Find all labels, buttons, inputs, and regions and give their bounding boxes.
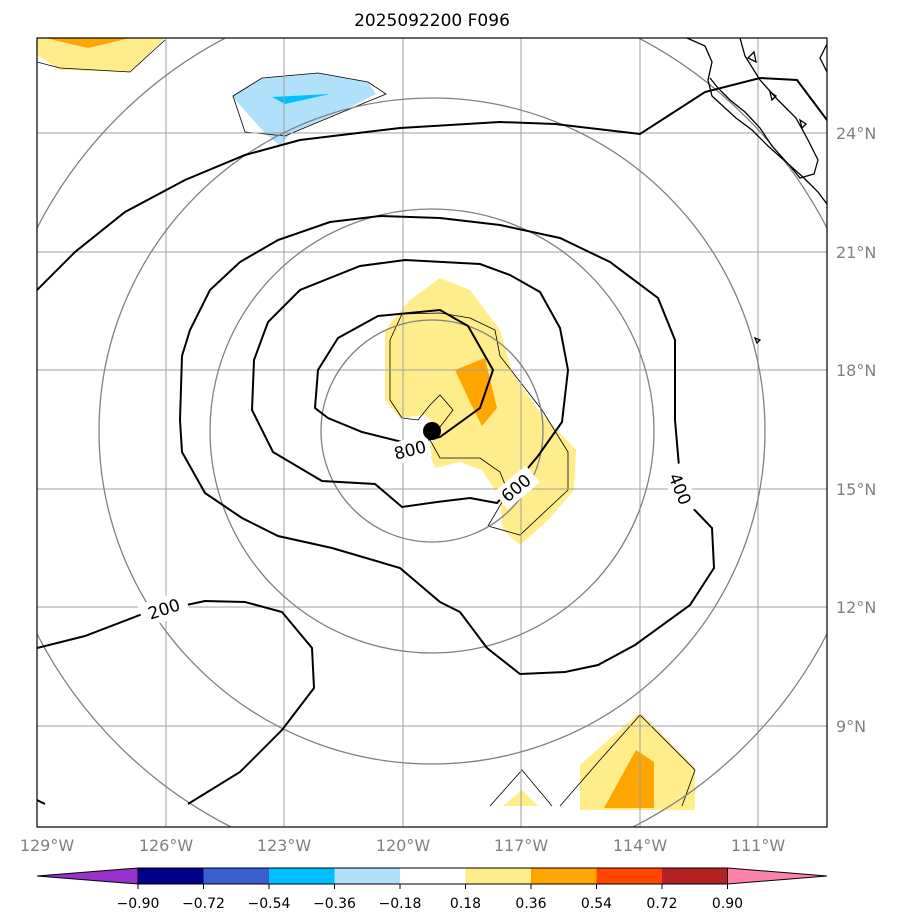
lon-tick-123w: 123°W xyxy=(257,836,312,855)
range-rings xyxy=(37,38,827,827)
contour-200-southwest xyxy=(37,799,46,805)
lat-tick-labels: 24°N 21°N 18°N 15°N 12°N 9°N xyxy=(836,124,876,736)
colorbar-bin-6 xyxy=(465,868,531,884)
lon-tick-labels: 129°W 126°W 123°W 120°W 117°W 114°W 111°… xyxy=(20,836,786,855)
coast-island-2 xyxy=(768,90,778,102)
contour-labels: 200 400 600 800 xyxy=(137,434,700,628)
cb-tick-7: 0.54 xyxy=(581,896,612,912)
colorbar-extend-low xyxy=(36,867,139,885)
lat-tick-12n: 12°N xyxy=(836,598,876,617)
label-halo-400 xyxy=(660,462,700,516)
chart-title: 2025092200 F096 xyxy=(354,11,510,31)
shade-orange-topleft xyxy=(45,38,130,48)
map-frame xyxy=(36,37,828,828)
colorbar-bin-4 xyxy=(334,868,400,884)
colorbar-bin-8 xyxy=(596,868,662,884)
range-ring-3 xyxy=(98,97,766,765)
coast-peninsula xyxy=(709,38,819,179)
colorbar-outline xyxy=(137,867,728,885)
outline-topleft xyxy=(37,39,166,73)
contours xyxy=(37,76,827,805)
colorbar-bin-1 xyxy=(138,868,204,884)
storm-center-marker xyxy=(423,422,441,440)
lon-tick-111w: 111°W xyxy=(731,836,786,855)
cb-tick-9: 0.90 xyxy=(712,896,743,912)
cb-tick-1: −0.72 xyxy=(182,896,225,912)
coast-island-1 xyxy=(746,50,757,64)
lon-tick-114w: 114°W xyxy=(613,836,668,855)
contour-200-south xyxy=(37,599,316,805)
lat-tick-9n: 9°N xyxy=(836,717,866,736)
colorbar-bin-7 xyxy=(531,868,597,884)
cb-tick-6: 0.36 xyxy=(515,896,546,912)
coast-mainland xyxy=(686,38,827,205)
contour-200-north xyxy=(37,76,827,291)
lat-tick-15n: 15°N xyxy=(836,480,876,499)
coast-east xyxy=(819,43,827,73)
map-area: 200 400 600 800 xyxy=(37,38,827,827)
lat-tick-24n: 24°N xyxy=(836,124,876,143)
contour-400 xyxy=(178,214,716,676)
lat-tick-21n: 21°N xyxy=(836,243,876,262)
shade-lightblue-north xyxy=(232,73,376,146)
lon-tick-117w: 117°W xyxy=(494,836,549,855)
shade-cyan-north xyxy=(272,94,330,104)
lon-tick-129w: 129°W xyxy=(20,836,75,855)
lon-tick-126w: 126°W xyxy=(139,836,194,855)
cb-tick-0: −0.90 xyxy=(117,896,160,912)
lon-tick-120w: 120°W xyxy=(376,836,431,855)
cb-tick-2: −0.54 xyxy=(248,896,291,912)
colorbar: −0.90 −0.72 −0.54 −0.36 −0.18 0.18 0.36 … xyxy=(36,867,828,912)
cb-tick-4: −0.18 xyxy=(379,896,422,912)
cb-tick-5: 0.18 xyxy=(450,896,481,912)
lat-tick-18n: 18°N xyxy=(836,361,876,380)
coastline xyxy=(686,38,827,345)
shade-yellow-topleft xyxy=(37,38,165,72)
label-halo-200 xyxy=(137,590,191,628)
contour-600 xyxy=(250,258,570,509)
colorbar-extend-high xyxy=(727,867,828,885)
shade-orange-south xyxy=(604,750,654,808)
colorbar-bin-9 xyxy=(662,868,728,884)
coast-island-4 xyxy=(753,336,762,345)
colorbar-bin-3 xyxy=(269,868,335,884)
colorbar-bin-5 xyxy=(400,868,466,884)
outline-small xyxy=(489,769,553,807)
colorbar-tick-marks xyxy=(137,884,728,889)
range-ring-2 xyxy=(209,208,655,654)
contour-800 xyxy=(313,308,495,446)
coast-island-3 xyxy=(798,118,808,130)
range-ring-1 xyxy=(320,319,544,543)
cb-tick-3: −0.36 xyxy=(313,896,356,912)
label-halo-800 xyxy=(387,434,433,466)
colorbar-bin-2 xyxy=(203,868,269,884)
gridlines xyxy=(37,38,827,827)
label-halo-600 xyxy=(493,465,540,510)
shade-orange-core xyxy=(455,358,497,426)
cb-tick-8: 0.72 xyxy=(646,896,677,912)
